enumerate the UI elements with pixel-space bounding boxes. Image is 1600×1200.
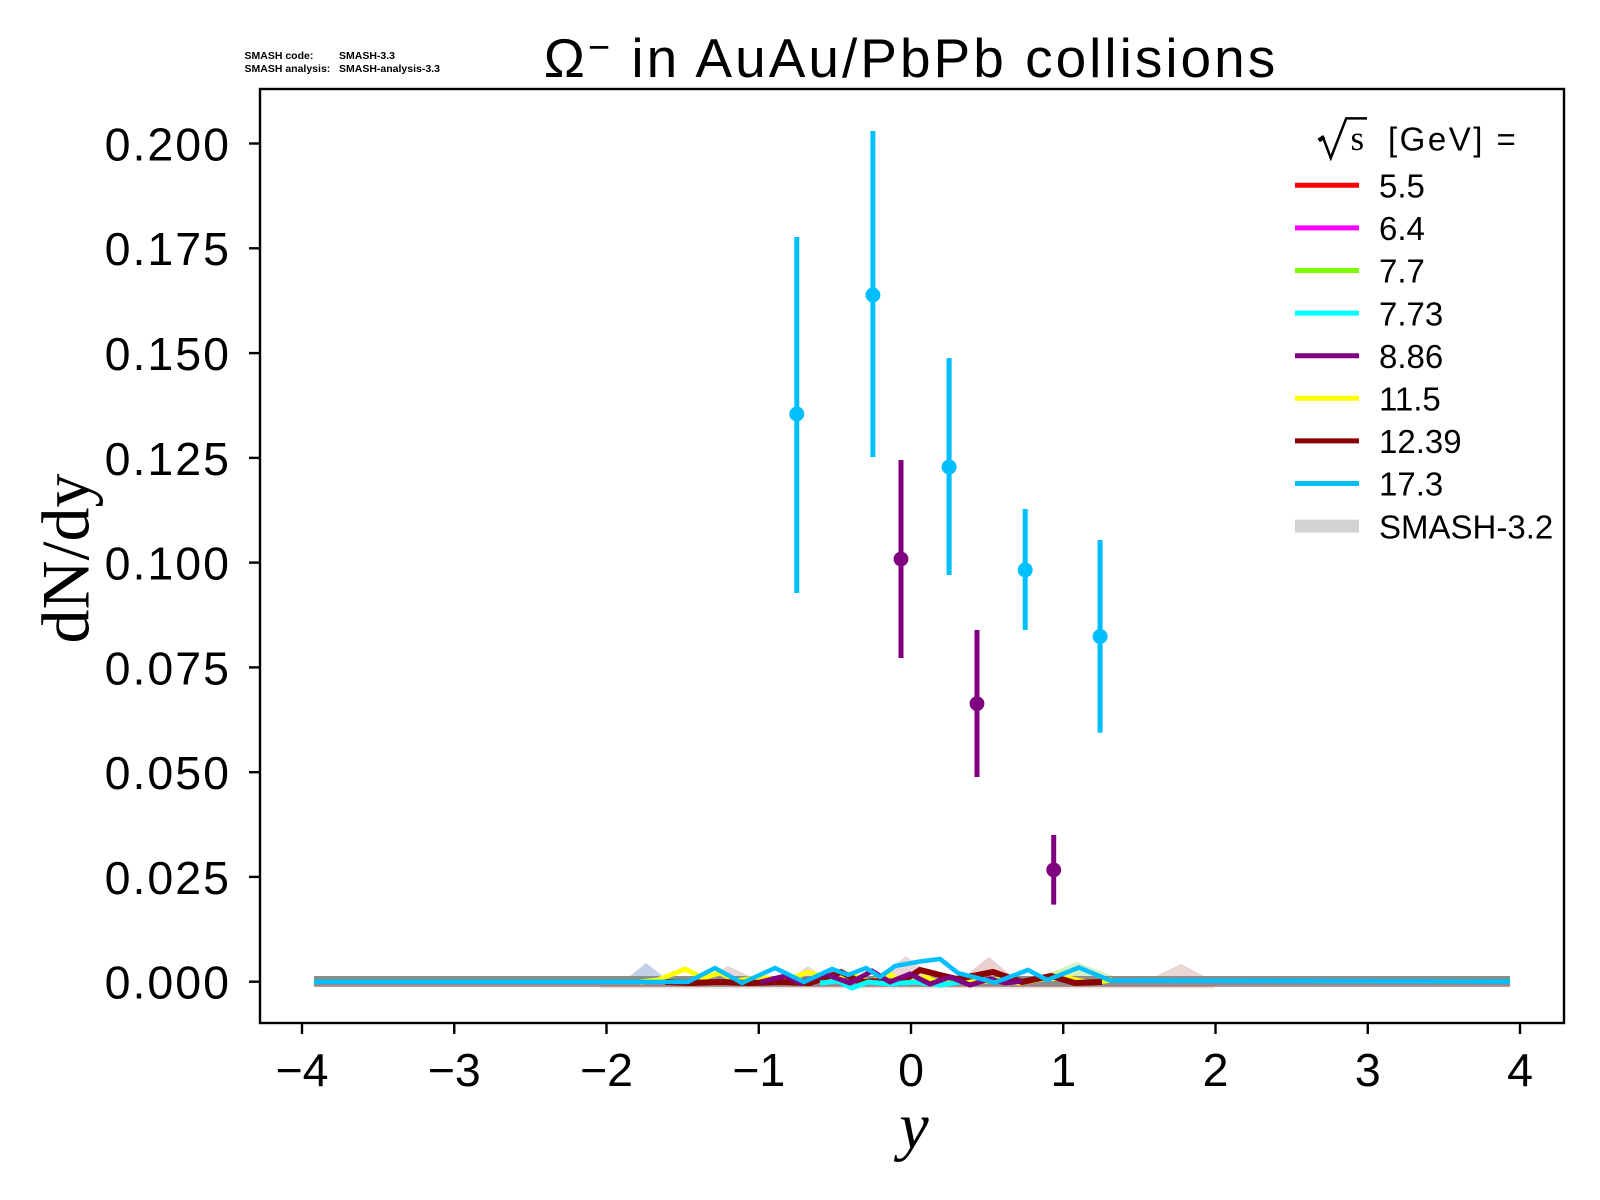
svg-text:5.5: 5.5 [1379,168,1425,205]
svg-text:SMASH-3.3: SMASH-3.3 [339,50,395,62]
svg-text:17.3: 17.3 [1379,466,1443,503]
svg-text:0.150: 0.150 [105,328,231,380]
svg-text:12.39: 12.39 [1379,423,1462,460]
svg-text:11.5: 11.5 [1379,381,1441,418]
svg-text:[GeV] =: [GeV] = [1388,121,1518,158]
svg-text:4: 4 [1507,1044,1533,1096]
svg-text:3: 3 [1355,1044,1381,1096]
svg-text:0.050: 0.050 [105,747,231,799]
svg-text:SMASH-3.2: SMASH-3.2 [1379,508,1553,545]
svg-text:−2: −2 [580,1044,633,1096]
svg-text:2: 2 [1203,1044,1229,1096]
svg-text:0.100: 0.100 [105,538,231,590]
svg-text:7.73: 7.73 [1379,295,1443,332]
svg-text:1: 1 [1050,1044,1076,1096]
svg-text:SMASH code:: SMASH code: [245,50,314,62]
svg-text:0.075: 0.075 [105,642,231,694]
svg-text:SMASH analysis:: SMASH analysis: [245,63,331,75]
svg-text:0.025: 0.025 [105,852,231,904]
svg-text:0.125: 0.125 [105,433,231,485]
svg-text:Ω− in AuAu/PbPb collisions: Ω− in AuAu/PbPb collisions [544,27,1278,89]
svg-text:0.000: 0.000 [105,957,231,1009]
svg-text:0.175: 0.175 [105,223,231,275]
svg-text:−1: −1 [732,1044,785,1096]
svg-text:y: y [893,1090,929,1163]
svg-text:7.7: 7.7 [1379,253,1425,290]
svg-text:−3: −3 [428,1044,481,1096]
svg-text:dN/dy: dN/dy [28,474,104,644]
svg-text:−4: −4 [275,1044,328,1096]
svg-text:SMASH-analysis-3.3: SMASH-analysis-3.3 [339,63,440,75]
svg-text:s: s [1351,119,1365,158]
svg-text:0.200: 0.200 [105,118,231,170]
svg-text:0: 0 [898,1044,924,1096]
svg-text:8.86: 8.86 [1379,338,1443,375]
svg-text:6.4: 6.4 [1379,210,1425,247]
